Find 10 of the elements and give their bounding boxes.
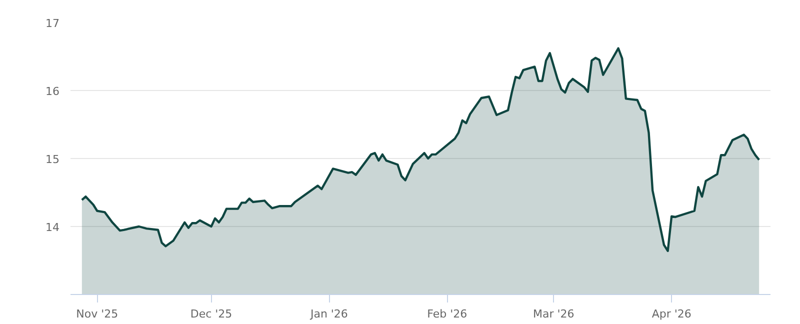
- y-tick-label: 16: [46, 85, 60, 98]
- x-tick-label: Nov '25: [76, 308, 118, 320]
- y-tick-label: 17: [46, 17, 60, 30]
- x-tick-label: Dec '25: [190, 308, 232, 320]
- y-tick-label: 14: [46, 221, 60, 234]
- x-tick-label: Mar '26: [533, 308, 574, 320]
- y-tick-label: 15: [46, 153, 60, 166]
- x-tick-label: Jan '26: [309, 308, 348, 320]
- x-tick-label: Apr '26: [652, 308, 692, 320]
- x-tick-label: Feb '26: [427, 308, 468, 320]
